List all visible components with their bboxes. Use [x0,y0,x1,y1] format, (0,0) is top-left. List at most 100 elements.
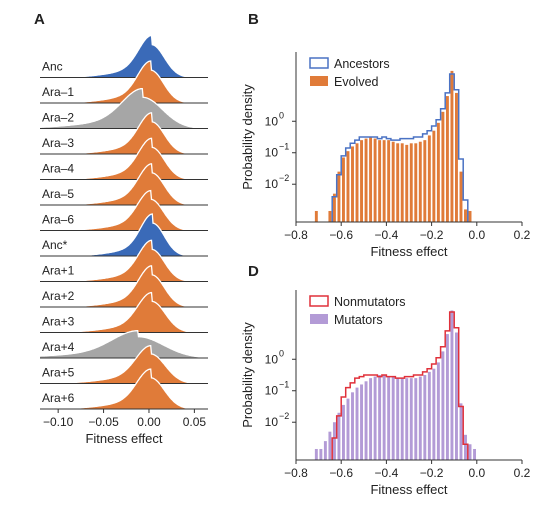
hist-bar [373,138,377,222]
x-tick-label: −0.6 [329,228,353,242]
y-axis-label: Probability density [240,322,255,428]
hist-bar [382,375,386,460]
y-tick-exponent: −1 [279,142,289,152]
y-tick-label: 10 [265,146,279,160]
ridge-row-label: Ara–1 [42,85,74,99]
ridge-area [40,265,208,307]
ridge-area [40,61,208,103]
ridge-area [40,163,208,205]
hist-bar [387,140,391,222]
hist-bar [396,143,400,222]
y-tick-label: 10 [265,177,279,191]
hist-bar [360,140,363,222]
ridge-row-label: Ara+4 [42,340,75,354]
hist-bar [423,375,427,460]
ridge-outline [40,330,208,359]
hist-bar [332,422,336,460]
hist-bar [459,171,463,222]
legend-entry: Evolved [334,75,379,89]
hist-bar [382,140,386,222]
panel-letter-b: B [248,11,259,28]
x-tick-label: 0.0 [468,228,485,242]
hist-bar [378,375,382,460]
x-tick-label: −0.2 [420,466,444,480]
hist-bar [369,378,373,460]
x-axis-label: Fitness effect [370,244,447,259]
legend-swatch-line [309,57,329,69]
y-tick-label: 10 [265,415,279,429]
hist-bar [414,143,418,222]
hist-bar [427,371,431,460]
ridge-row-label: Ara–6 [42,213,74,227]
hist-bar [405,144,409,222]
y-tick-exponent: 0 [279,110,284,120]
hist-bar [423,140,427,222]
hist-bar [332,193,336,222]
ridge-area [40,369,208,409]
x-tick-label: 0.2 [514,466,531,480]
ridge-area [40,345,208,384]
hist-bar [436,362,440,460]
hist-step-line [331,311,469,460]
ridge-outline [40,345,208,385]
ridge-row-label: Ara+6 [42,391,75,405]
hist-bar [342,157,345,222]
hist-bar [328,431,332,460]
x-tick-label: −0.05 [88,415,119,429]
ridge-row-label: Ara+5 [42,366,75,380]
ridge-row-label: Ara–3 [42,136,74,150]
x-tick-label: −0.8 [284,466,308,480]
ridge-area [40,190,208,231]
ridge-area [40,35,208,78]
hist-bar [418,376,422,460]
legend-entry: Mutators [334,313,383,327]
x-axis-label: Fitness effect [85,431,162,446]
hist-bar [346,151,350,222]
y-tick-exponent: −1 [279,380,289,390]
x-tick-label: 0.00 [137,415,161,429]
hist-bar [459,403,463,460]
legend-entry: Nonmutators [334,295,406,309]
panel-b-histogram: −0.8 −0.6 −0.4 −0.2 0.0 0.210−210−110 0Fitness… [240,52,531,259]
hist-bar [464,434,467,460]
legend-entry: Ancestors [334,57,390,71]
hist-bar [391,141,395,222]
ridge-outline [40,368,208,410]
panel-letter-a: A [34,11,45,28]
hist-bar [464,209,467,222]
ridge-area [40,138,208,180]
ridge-outline [39,87,209,130]
hist-step-line [331,73,469,222]
hist-bar [342,404,345,460]
panel-a-ridgeline: Anc Ara–1 Ara–2 Ara–3 Ara–4 Ara–5 Ara–6 Anc* Ara… [39,34,209,446]
ridge-area [40,330,208,358]
hist-bar [396,378,400,460]
x-tick-label: −0.2 [420,228,444,242]
hist-bar [355,143,359,222]
legend-swatch-filled [310,314,328,324]
ridge-area [40,240,208,282]
hist-bar [414,378,418,460]
hist-bar [405,378,409,460]
hist-bar [473,448,476,460]
y-tick-label: 10 [265,352,279,366]
hist-bar [427,135,431,222]
hist-bar [441,351,445,460]
x-tick-label: −0.6 [329,466,353,480]
hist-bar [391,376,395,460]
ridge-row-label: Ara–5 [42,187,74,201]
y-tick-label: 10 [265,384,279,398]
panel-letter-d: D [248,263,259,280]
hist-bar [378,140,382,222]
hist-bar [409,378,413,460]
x-tick-label: 0.0 [468,466,485,480]
y-tick-exponent: 0 [279,348,284,358]
hist-bar [373,376,377,460]
legend-swatch-line [309,295,329,307]
hist-bar [468,444,472,460]
ridge-row-label: Ara+1 [42,264,75,278]
x-tick-label: 0.2 [514,228,531,242]
x-tick-label: −0.10 [43,415,74,429]
y-tick-label: 10 [265,114,279,128]
